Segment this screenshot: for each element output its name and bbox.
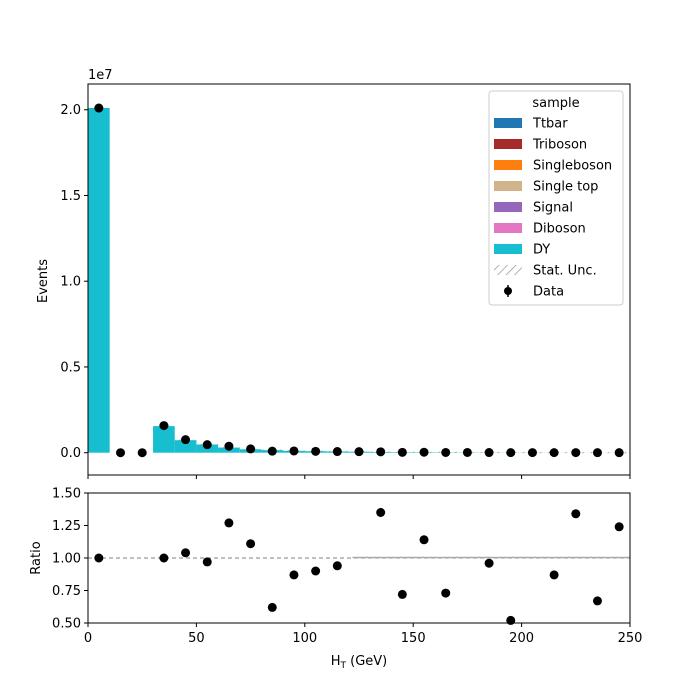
legend-swatch-stat-unc [494,265,522,275]
ratio-point [224,518,234,528]
x-tick-label: 100 [292,631,317,646]
x-tick-label: 0 [84,631,92,646]
ratio-point [267,602,277,612]
x-tick-label: 200 [509,631,534,646]
data-point [441,447,451,457]
data-point [159,421,169,431]
legend: sample Ttbar Triboson Singleboson Single to… [488,90,624,306]
data-point [571,448,581,458]
data-point [202,440,212,450]
ratio-y-tick-label: 0.75 [52,584,81,599]
legend-label-single-top: Single top [533,180,598,195]
bar-dy [174,440,197,453]
y-tick-label: 0.5 [60,360,81,375]
ratio-point [549,570,559,580]
data-point [376,447,386,457]
bar-dy [153,426,175,453]
legend-label-diboson: Diboson [533,222,586,237]
ratio-y-tick-label: 1.25 [52,519,81,534]
ratio-point [159,553,169,563]
legend-swatch-single-top [494,181,522,191]
data-point [549,448,559,458]
legend-title: sample [532,96,579,111]
data-points [94,103,624,458]
y-scale-label: 1e7 [88,68,113,83]
ratio-panel: 0.50 0.75 1.00 1.25 1.50 0 50 100 150 200 250 Rat… [29,487,642,647]
legend-label-triboson: Triboson [532,138,587,153]
ratio-point [614,522,624,532]
main-y-ticks: 0.0 0.5 1.0 1.5 2.0 [60,103,88,461]
legend-swatch-ttbar [494,118,522,128]
y-tick-label: 0.0 [60,446,81,461]
ratio-point [94,553,104,563]
legend-label-dy: DY [533,243,550,258]
ratio-point [441,588,451,598]
y-tick-label: 2.0 [60,103,81,118]
ratio-y-ticks: 0.50 0.75 1.00 1.25 1.50 [52,487,88,632]
ratio-point [202,557,212,567]
data-point [332,447,342,457]
ratio-point [311,566,321,576]
ratio-point [376,508,386,517]
x-tick-label: 250 [618,631,643,646]
bar-dy [88,108,110,453]
legend-marker-data [504,287,512,295]
legend-label-data: Data [533,285,564,300]
ratio-y-tick-label: 1.50 [52,487,81,502]
legend-swatch-singleboson [494,160,522,170]
legend-frame [488,90,624,306]
legend-swatch-signal [494,202,522,212]
data-point [484,448,494,458]
ratio-point [571,509,581,519]
data-point [94,103,104,113]
data-point [527,448,537,458]
data-point [354,447,364,457]
main-axes-frame [87,83,631,476]
data-point [289,446,299,456]
x-axis-label: HT (GeV) [331,654,388,671]
main-x-ticks [87,475,631,479]
ratio-point [484,558,494,568]
ratio-point [246,539,256,549]
ratio-point [419,535,429,545]
ratio-point [397,589,407,599]
legend-label-stat-unc: Stat. Unc. [533,264,597,279]
data-point [246,444,256,454]
legend-label-ttbar: Ttbar [532,117,568,132]
x-tick-label: 50 [188,631,205,646]
data-point [397,447,407,457]
data-point [614,448,624,458]
ratio-points [94,508,624,625]
data-point [462,447,472,457]
data-point [311,446,321,456]
ratio-y-tick-label: 0.50 [52,617,81,632]
y-tick-label: 1.0 [60,275,81,290]
data-point [137,448,147,458]
data-point [224,441,234,451]
main-y-axis-label: Events [36,259,51,303]
legend-swatch-dy [494,244,522,254]
x-tick-label: 150 [401,631,426,646]
data-point [506,448,516,458]
data-point [116,448,126,458]
data-point [181,435,191,445]
ratio-y-tick-label: 1.00 [52,552,81,567]
legend-swatch-diboson [494,223,522,233]
legend-label-singleboson: Singleboson [533,159,612,174]
ratio-point [289,570,299,580]
legend-label-signal: Signal [533,201,573,216]
main-panel: 0.0 0.5 1.0 1.5 2.0 1e7 Events sample Ttbar T… [36,68,631,479]
ratio-point [506,615,516,625]
data-point [592,448,602,458]
ratio-y-axis-label: Ratio [29,541,44,574]
ratio-point [332,561,342,571]
ratio-x-ticks: 0 50 100 150 200 250 [84,623,643,646]
legend-swatch-triboson [494,139,522,149]
y-tick-label: 1.5 [60,189,81,204]
ratio-point [181,548,191,558]
data-point [267,446,277,456]
data-point [419,447,429,457]
ratio-point [592,596,602,606]
